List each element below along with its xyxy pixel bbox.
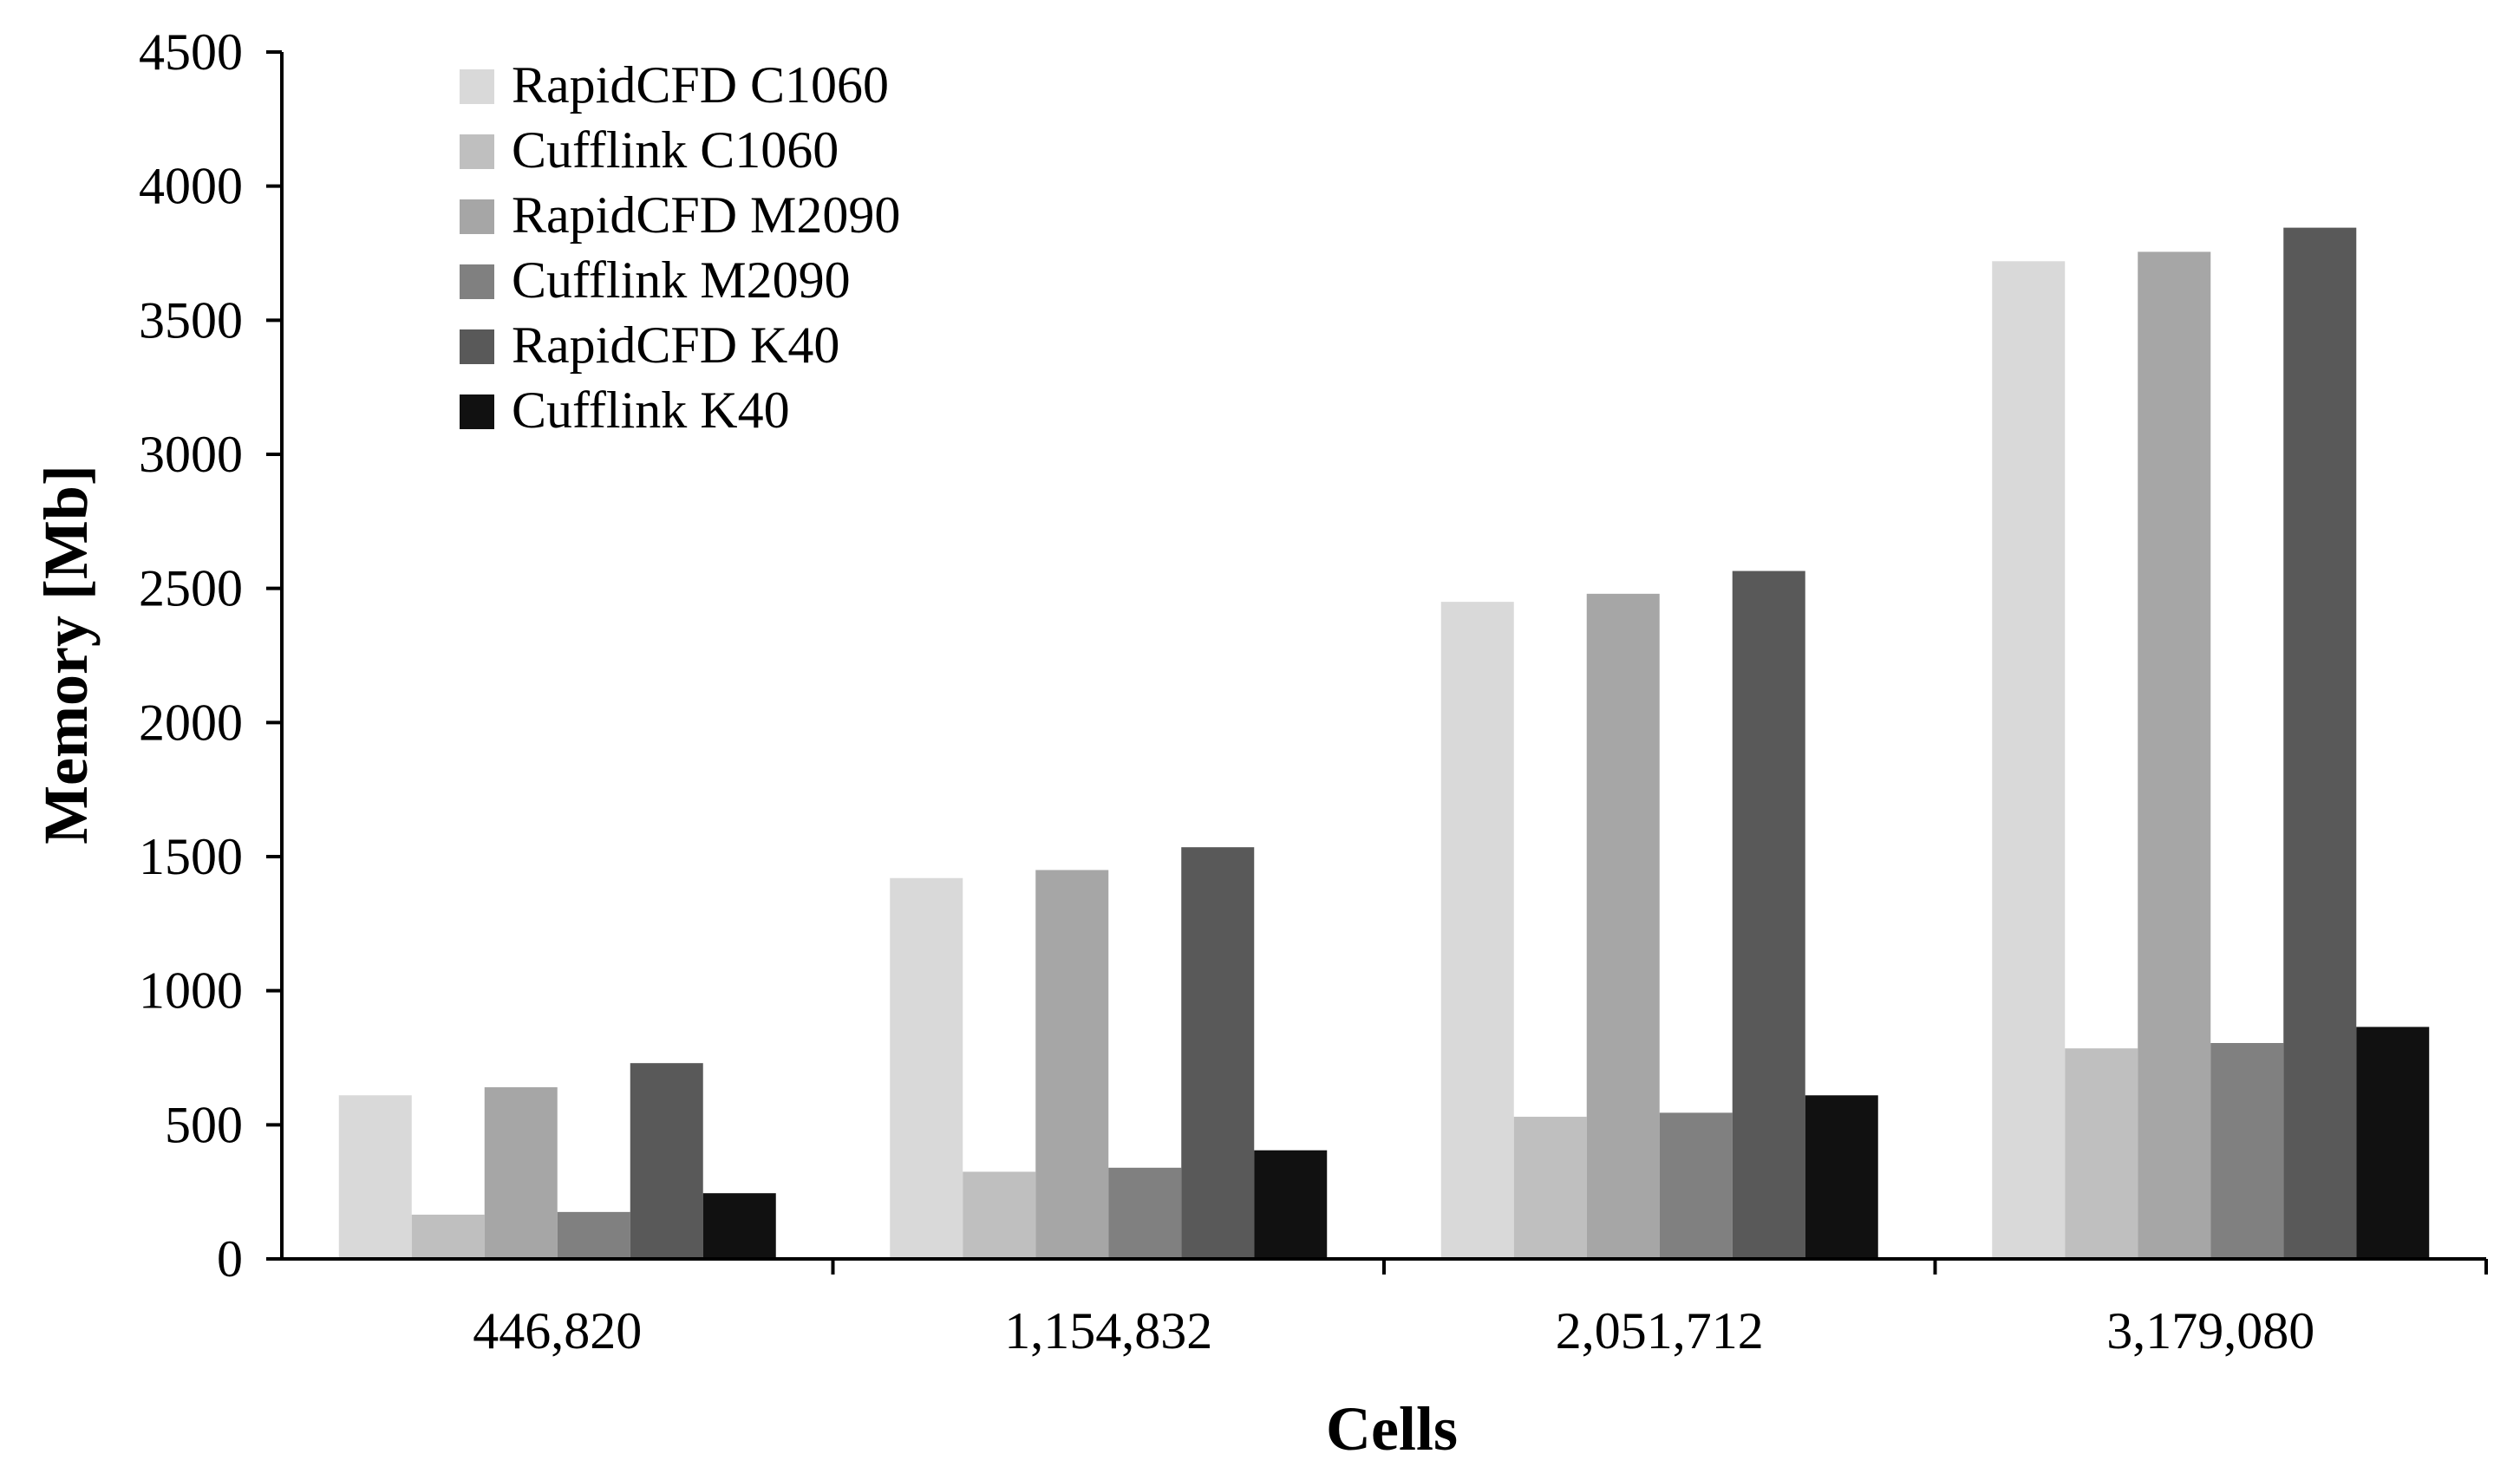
y-axis-title: Memory [Mb] bbox=[31, 465, 101, 844]
legend-swatch bbox=[460, 199, 494, 234]
y-axis-ticks: 0 500 1000 1500 2000 2500 3000 3500 4000 4500 bbox=[139, 23, 282, 1288]
bar bbox=[1732, 570, 1805, 1259]
x-tick-label: 1,154,832 bbox=[1004, 1302, 1212, 1359]
x-tick-label: 446,820 bbox=[473, 1302, 642, 1359]
bar bbox=[2138, 251, 2211, 1259]
x-tick-label: 2,051,712 bbox=[1556, 1302, 1764, 1359]
bar bbox=[1254, 1150, 1328, 1259]
legend-swatch bbox=[460, 329, 494, 364]
x-tick-label: 3,179,080 bbox=[2106, 1302, 2314, 1359]
bar bbox=[1181, 847, 1255, 1259]
bar bbox=[484, 1087, 558, 1259]
legend-swatch bbox=[460, 394, 494, 429]
y-tick-label: 4000 bbox=[139, 158, 243, 215]
y-tick-label: 500 bbox=[165, 1096, 243, 1153]
bar bbox=[890, 877, 963, 1259]
bar bbox=[1035, 870, 1109, 1259]
x-axis-title: Cells bbox=[1326, 1394, 1458, 1464]
bar-series bbox=[338, 227, 2430, 1260]
bar bbox=[702, 1193, 776, 1259]
bar bbox=[630, 1063, 703, 1259]
legend-swatch bbox=[460, 264, 494, 299]
bar bbox=[411, 1214, 485, 1259]
y-tick-label: 2500 bbox=[139, 560, 243, 617]
bar bbox=[1513, 1117, 1587, 1259]
bar bbox=[1992, 261, 2066, 1259]
y-tick-label: 2000 bbox=[139, 694, 243, 751]
bar bbox=[2283, 227, 2357, 1260]
bar bbox=[1586, 593, 1660, 1259]
bar bbox=[1659, 1112, 1733, 1259]
legend-label: RapidCFD C1060 bbox=[512, 56, 889, 114]
bar bbox=[338, 1095, 412, 1259]
legend-label: RapidCFD K40 bbox=[512, 316, 839, 374]
bar bbox=[1440, 602, 1514, 1259]
y-tick-label: 3500 bbox=[139, 291, 243, 349]
legend-label: Cufflink C1060 bbox=[512, 121, 839, 179]
y-tick-label: 1000 bbox=[139, 962, 243, 1020]
bar bbox=[1108, 1167, 1182, 1259]
bar bbox=[2210, 1042, 2284, 1259]
y-tick-label: 0 bbox=[217, 1230, 243, 1288]
legend-swatch bbox=[460, 69, 494, 104]
bar bbox=[557, 1211, 630, 1259]
y-tick-label: 1500 bbox=[139, 828, 243, 885]
legend-label: Cufflink K40 bbox=[512, 381, 790, 439]
legend-swatch bbox=[460, 134, 494, 169]
y-tick-label: 4500 bbox=[139, 23, 243, 81]
legend-label: RapidCFD M2090 bbox=[512, 186, 900, 244]
bar bbox=[1805, 1095, 1878, 1259]
bar bbox=[2356, 1027, 2430, 1259]
bar bbox=[963, 1171, 1036, 1259]
bar bbox=[2065, 1048, 2138, 1259]
legend-label: Cufflink M2090 bbox=[512, 251, 851, 309]
legend: RapidCFD C1060 Cufflink C1060 RapidCFD M20… bbox=[460, 56, 900, 439]
y-tick-label: 3000 bbox=[139, 426, 243, 483]
x-axis-ticks: 446,820 1,154,832 2,051,712 3,179,080 bbox=[473, 1259, 2488, 1359]
